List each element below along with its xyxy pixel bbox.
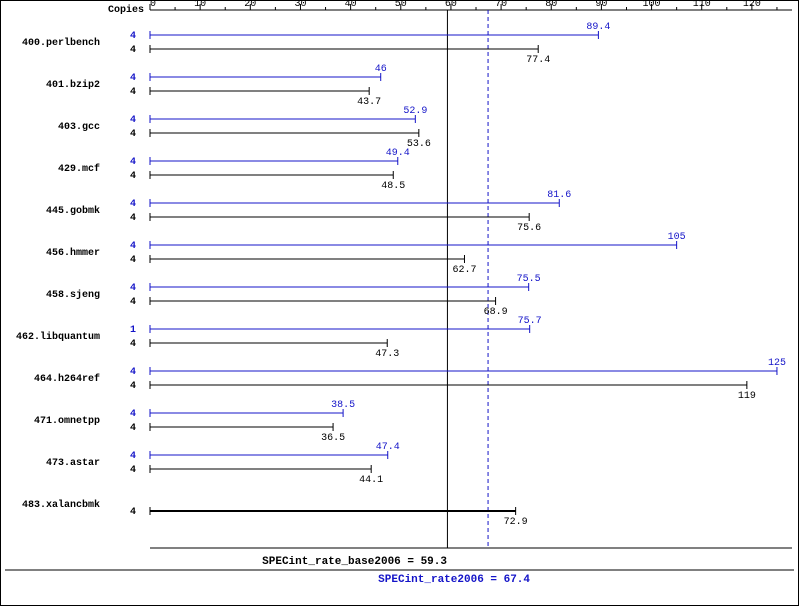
base-value: 44.1 xyxy=(359,475,383,486)
base-copies: 4 xyxy=(130,423,136,434)
axis-label: 110 xyxy=(693,0,711,10)
axis-label: 120 xyxy=(743,0,761,10)
peak-copies: 4 xyxy=(130,157,136,168)
axis-label: 30 xyxy=(294,0,306,10)
benchmark-name: 403.gcc xyxy=(58,122,100,133)
peak-value: 125 xyxy=(768,358,786,369)
benchmark-name: 473.astar xyxy=(46,458,100,469)
benchmark-name: 429.mcf xyxy=(58,163,100,175)
benchmark-name: 462.libquantum xyxy=(16,331,100,343)
axis-label: 50 xyxy=(395,0,407,10)
base-copies: 4 xyxy=(130,507,136,518)
benchmark-name: 401.bzip2 xyxy=(46,79,100,91)
axis-label: 40 xyxy=(345,0,357,10)
peak-value: 105 xyxy=(668,232,686,243)
base-value: 43.7 xyxy=(357,97,381,108)
chart-border xyxy=(1,1,799,606)
base-value: 119 xyxy=(738,391,756,402)
base-copies: 4 xyxy=(130,45,136,56)
base-value: 48.5 xyxy=(381,181,405,192)
base-value: 72.9 xyxy=(504,517,528,528)
axis-label: 80 xyxy=(545,0,557,10)
benchmark-name: 471.omnetpp xyxy=(34,416,100,427)
peak-copies: 4 xyxy=(130,31,136,42)
peak-value: 75.5 xyxy=(517,274,541,285)
base-value: 77.4 xyxy=(526,55,550,66)
base-copies: 4 xyxy=(130,339,136,350)
base-copies: 4 xyxy=(130,297,136,308)
peak-value: 49.4 xyxy=(386,148,410,159)
axis-label: 70 xyxy=(495,0,507,10)
benchmark-name: 445.gobmk xyxy=(46,205,100,217)
base-value: 62.7 xyxy=(452,265,476,276)
benchmark-name: 400.perlbench xyxy=(22,37,100,49)
axis-label: 60 xyxy=(445,0,457,10)
copies-header: Copies xyxy=(108,4,144,16)
peak-copies: 4 xyxy=(130,115,136,126)
benchmark-name: 458.sjeng xyxy=(46,289,100,301)
axis-label: 100 xyxy=(643,0,661,10)
peak-copies: 4 xyxy=(130,73,136,84)
benchmark-name: 456.hmmer xyxy=(46,247,100,259)
peak-value: 46 xyxy=(375,64,387,75)
peak-copies: 4 xyxy=(130,199,136,210)
base-value: 47.3 xyxy=(375,349,399,360)
footer-text: SPECint_rate2006 = 67.4 xyxy=(378,574,530,586)
base-value: 75.6 xyxy=(517,223,541,234)
footer-text: SPECint_rate_base2006 = 59.3 xyxy=(262,556,447,568)
base-copies: 4 xyxy=(130,129,136,140)
base-copies: 4 xyxy=(130,171,136,182)
axis-label: 20 xyxy=(244,0,256,10)
peak-value: 89.4 xyxy=(586,22,610,33)
peak-value: 52.9 xyxy=(403,106,427,117)
base-value: 36.5 xyxy=(321,433,345,444)
base-copies: 4 xyxy=(130,381,136,392)
benchmark-name: 483.xalancbmk xyxy=(22,499,100,511)
peak-value: 47.4 xyxy=(376,442,400,453)
base-value: 53.6 xyxy=(407,139,431,150)
peak-value: 38.5 xyxy=(331,400,355,411)
peak-copies: 4 xyxy=(130,367,136,378)
peak-copies: 4 xyxy=(130,451,136,462)
peak-copies: 4 xyxy=(130,241,136,252)
base-copies: 4 xyxy=(130,255,136,266)
benchmark-name: 464.h264ref xyxy=(34,373,100,385)
base-value: 68.9 xyxy=(484,307,508,318)
axis-label: 90 xyxy=(595,0,607,10)
axis-label: 10 xyxy=(194,0,206,10)
peak-copies: 1 xyxy=(130,325,136,336)
peak-value: 81.6 xyxy=(547,190,571,201)
base-copies: 4 xyxy=(130,213,136,224)
peak-copies: 4 xyxy=(130,283,136,294)
axis-label: 0 xyxy=(150,0,156,10)
peak-copies: 4 xyxy=(130,409,136,420)
base-copies: 4 xyxy=(130,465,136,476)
peak-value: 75.7 xyxy=(518,316,542,327)
base-copies: 4 xyxy=(130,87,136,98)
